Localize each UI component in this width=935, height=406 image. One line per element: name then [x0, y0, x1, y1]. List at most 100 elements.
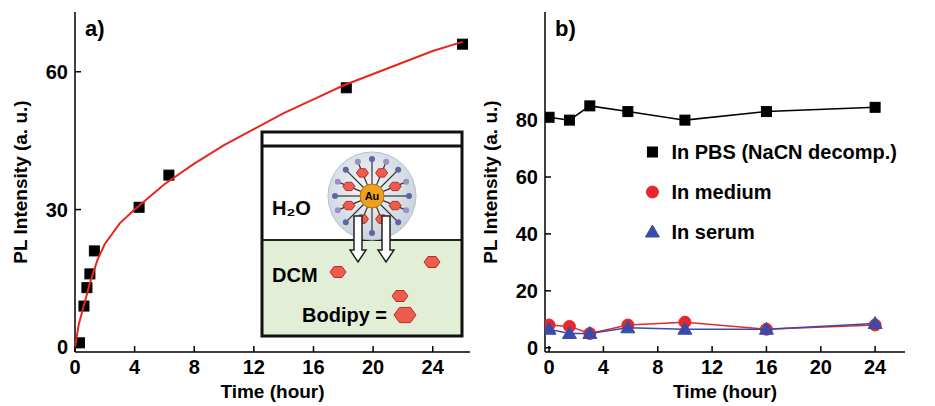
data-point [584, 328, 596, 340]
arrow [350, 216, 366, 262]
gold-core [360, 184, 384, 208]
x-tick-label: 24 [864, 356, 887, 378]
x-tick-label: 4 [129, 356, 141, 378]
panel: 04812162024020406080Time (hour)PL Intens… [480, 12, 905, 402]
series-line [75, 42, 463, 348]
legend-label: In PBS (NaCN decomp.) [671, 141, 897, 163]
ligand-head [403, 179, 409, 185]
x-tick [313, 346, 315, 352]
ligand-head [343, 167, 349, 173]
bodipy-hexagon [343, 201, 355, 209]
inset: AuH₂ODCMBodipy = [262, 132, 462, 336]
data-point [761, 107, 771, 117]
bodipy-label: Bodipy = [302, 304, 387, 326]
x-axis-title: Time (hour) [220, 381, 324, 402]
y-tick-label: 20 [516, 280, 538, 302]
x-tick [372, 346, 374, 352]
x-tick-label: 8 [652, 356, 663, 378]
y-axis-title: PL Intensity (a. u.) [480, 100, 501, 263]
x-tick [820, 346, 822, 352]
y-tick-label: 0 [527, 337, 538, 359]
x-tick [603, 346, 605, 352]
micelle [328, 152, 416, 240]
ligand-head [395, 219, 401, 225]
data-point [89, 246, 99, 256]
y-axis-line [74, 12, 76, 352]
data-point [868, 317, 882, 329]
ligand-head [335, 207, 341, 213]
dcm-label: DCM [272, 264, 318, 286]
x-tick-label: 16 [302, 356, 324, 378]
data-point [545, 322, 556, 334]
data-point [680, 115, 690, 125]
y-tick [75, 209, 81, 211]
arrow [378, 216, 394, 262]
data-point [646, 186, 658, 198]
bodipy-hexagon [376, 169, 388, 177]
x-tick-label: 20 [362, 356, 384, 378]
inset-frame [262, 132, 462, 336]
ligand-head [343, 219, 349, 225]
x-tick [432, 346, 434, 352]
ligand-head [395, 167, 401, 173]
x-tick [193, 346, 195, 352]
panel: 0481216202403060Time (hour)PL Intensity … [10, 12, 470, 402]
ligand-head [355, 159, 361, 165]
y-tick-label: 80 [516, 109, 538, 131]
legend: In PBS (NaCN decomp.)In mediumIn serum [645, 141, 897, 243]
data-point [545, 112, 554, 122]
data-point [645, 225, 659, 237]
figure: 0 4 8 12 16 20 24 0 30 60 Time (hour) PL Intensity … [0, 0, 935, 406]
y-tick-label: 30 [46, 199, 68, 221]
ligand [383, 201, 406, 211]
series-line [549, 106, 875, 120]
x-tick-label: 12 [243, 356, 265, 378]
bodipy-hexagon [392, 291, 408, 302]
y-tick-label: 0 [57, 336, 68, 358]
y-tick [75, 71, 81, 73]
y-tick-label: 60 [516, 166, 538, 188]
bodipy-hexagon [330, 267, 346, 278]
panel-letter: b) [555, 16, 576, 41]
plot-data [75, 39, 468, 348]
x-tick-label: 24 [422, 356, 445, 378]
data-point [870, 102, 880, 112]
x-tick [548, 346, 550, 352]
data-point [562, 327, 576, 339]
x-tick [253, 346, 255, 352]
y-tick [545, 347, 551, 349]
ligand-head [406, 193, 412, 199]
ligand-head [369, 156, 375, 162]
data-point [647, 147, 657, 157]
data-point [458, 39, 468, 49]
bodipy-hexagon [394, 307, 416, 322]
ligand [335, 195, 360, 196]
x-tick [657, 346, 659, 352]
ligand [371, 159, 372, 184]
x-tick-label: 20 [810, 356, 832, 378]
y-axis-title: PL Intensity (a. u.) [10, 100, 31, 263]
ligand [384, 195, 409, 196]
gold-label: Au [365, 190, 380, 202]
ligand [371, 208, 372, 233]
inset-background [262, 132, 462, 336]
bodipy-hexagon [389, 201, 401, 209]
y-tick [545, 233, 551, 235]
series-line [549, 324, 875, 334]
x-tick-label: 0 [69, 356, 80, 378]
data-point [621, 321, 635, 333]
x-tick-label: 8 [189, 356, 200, 378]
bodipy-hexagon [389, 182, 401, 190]
data-point [623, 107, 633, 117]
x-axis-line [545, 351, 905, 353]
x-tick [711, 346, 713, 352]
data-point [760, 323, 772, 335]
x-tick-label: 4 [598, 356, 610, 378]
x-tick-label: 16 [755, 356, 777, 378]
x-tick [134, 346, 136, 352]
bodipy-hexagon [343, 182, 355, 190]
x-axis-title: Time (hour) [673, 381, 777, 402]
data-point [759, 322, 773, 334]
y-tick [545, 290, 551, 292]
bodipy-hexagon [424, 257, 440, 268]
